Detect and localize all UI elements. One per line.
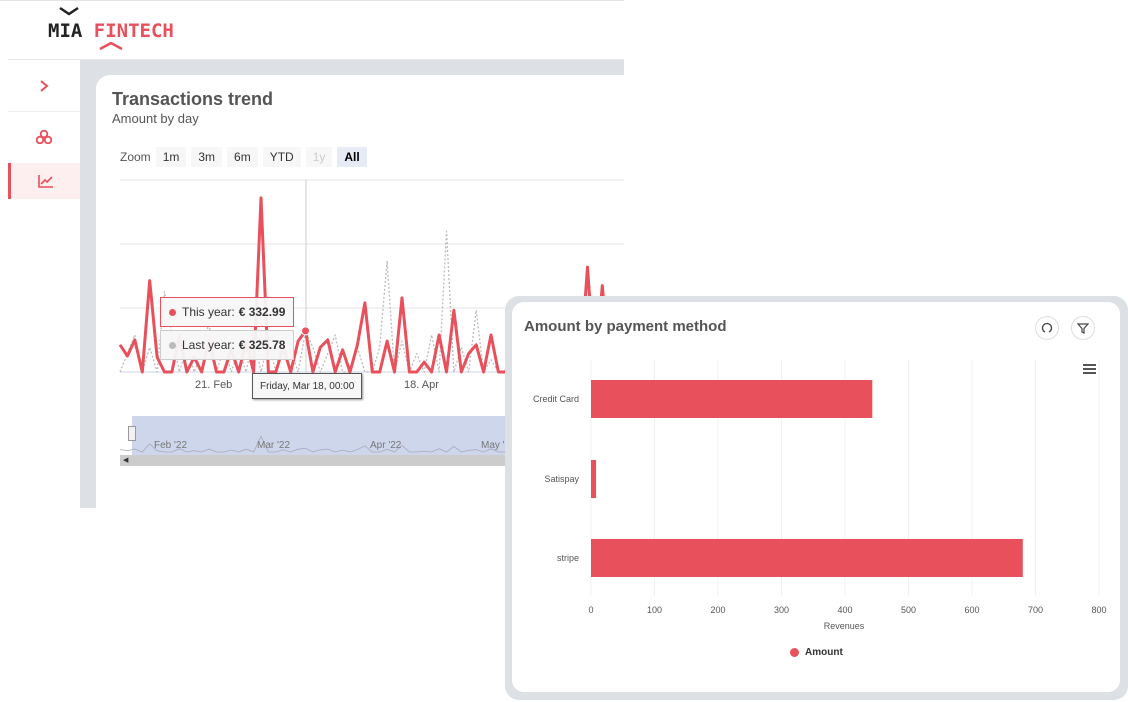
sidebar: [8, 60, 80, 508]
zoom-ytd-button[interactable]: YTD: [262, 147, 301, 167]
navigator-label: May '22: [481, 440, 516, 451]
chart-line-icon: [37, 175, 53, 188]
x-tick-label: 700: [1028, 605, 1043, 615]
zoom-label: Zoom: [120, 150, 151, 164]
x-tick-label: 18. Apr: [404, 379, 439, 391]
chevron-right-icon: [40, 80, 49, 92]
x-tick-label: 300: [774, 605, 789, 615]
refresh-icon: [1041, 322, 1053, 333]
trend-title: Transactions trend: [112, 89, 274, 109]
x-tick-label: 800: [1091, 605, 1106, 615]
zoom-selector: Zoom 1m 3m 6m YTD 1y All: [120, 147, 372, 167]
cubes-icon: [36, 130, 52, 144]
trend-subtitle: Amount by day: [112, 111, 199, 126]
category-label: Satispay: [544, 474, 579, 484]
sidebar-divider: [8, 111, 80, 112]
filter-icon: [1077, 323, 1089, 334]
category-label: stripe: [557, 553, 579, 563]
navigator-handle[interactable]: [128, 426, 136, 441]
logo-chevron-up-icon: [99, 41, 123, 51]
logo-mia: MIA: [48, 20, 83, 42]
sidebar-expand-button[interactable]: [8, 68, 80, 104]
x-tick-label: 0: [588, 605, 593, 615]
this-year-dot-icon: [169, 308, 176, 316]
bar-satispay: [591, 460, 597, 498]
tooltip-last-year: Last year: € 325.78: [160, 330, 295, 360]
filter-button[interactable]: [1071, 316, 1095, 340]
last-year-dot-icon: [169, 341, 176, 349]
x-tick-label: 400: [837, 605, 852, 615]
bar-credit-card: [591, 380, 873, 418]
scroll-left-arrow-icon[interactable]: ◀: [123, 457, 129, 464]
header-divider: [8, 59, 624, 60]
legend-dot-icon: [790, 648, 799, 657]
legend-label: Amount: [805, 647, 843, 658]
payment-title: Amount by payment method: [524, 318, 727, 335]
x-tick-label: 21. Feb: [195, 379, 233, 391]
tooltip-date: Friday, Mar 18, 00:00: [252, 373, 363, 399]
navigator-label: Mar '22: [257, 440, 291, 451]
hover-point: [301, 326, 310, 336]
scrollbar[interactable]: ◀: [120, 455, 624, 466]
zoom-all-button[interactable]: All: [337, 147, 367, 167]
x-tick-label: 100: [647, 605, 662, 615]
tooltip-label: Last year:: [182, 338, 235, 352]
logo-fintech: FINTECH: [93, 20, 174, 42]
zoom-1m-button[interactable]: 1m: [155, 147, 187, 167]
tooltip-value: € 325.78: [238, 338, 286, 352]
zoom-3m-button[interactable]: 3m: [191, 147, 223, 167]
zoom-6m-button[interactable]: 6m: [227, 147, 258, 167]
logo: MIA FINTECH: [48, 6, 174, 51]
legend-item-amount[interactable]: Amount: [790, 647, 843, 658]
payment-method-card: [512, 302, 1120, 692]
zoom-1y-button: 1y: [305, 147, 333, 167]
chart-menu-button[interactable]: [1083, 363, 1097, 381]
x-tick-label: 200: [710, 605, 725, 615]
tooltip-label: This year:: [182, 305, 235, 319]
tooltip-value: € 332.99: [238, 305, 286, 319]
sidebar-item-trends[interactable]: [8, 163, 80, 199]
sidebar-item-products[interactable]: [8, 119, 80, 155]
category-label: Credit Card: [533, 394, 579, 404]
logo-chevron-down-icon: [59, 6, 79, 16]
navigator-label: Apr '22: [370, 440, 402, 451]
navigator-label: Feb '22: [154, 440, 188, 451]
hamburger-icon: [1083, 364, 1096, 374]
top-border: [0, 0, 624, 1]
x-tick-label: 600: [964, 605, 979, 615]
refresh-button[interactable]: [1035, 316, 1059, 340]
bar-stripe: [591, 539, 1023, 577]
x-axis-title: Revenues: [824, 621, 865, 631]
tooltip-this-year: This year: € 332.99: [160, 297, 295, 327]
x-tick-label: 500: [901, 605, 916, 615]
